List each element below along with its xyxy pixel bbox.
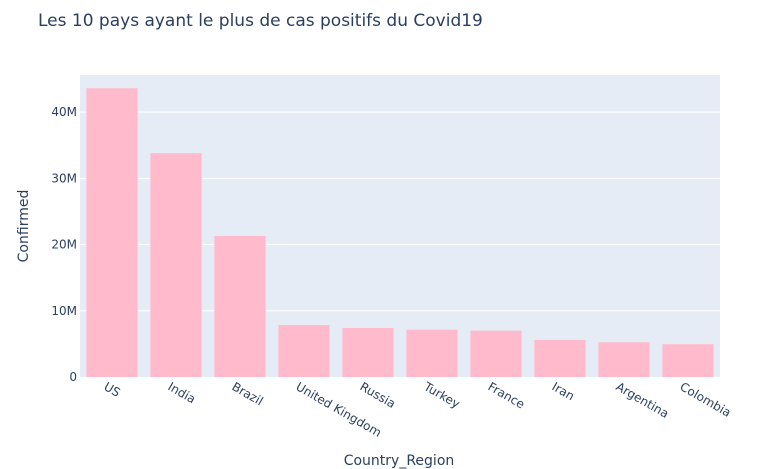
- bar-iran[interactable]: [534, 339, 586, 377]
- y-tick-label: 30M: [51, 171, 77, 185]
- bar-russia[interactable]: [342, 327, 394, 377]
- chart-title: Les 10 pays ayant le plus de cas positif…: [38, 11, 483, 31]
- bar-india[interactable]: [150, 153, 202, 377]
- y-tick-label: 40M: [51, 105, 77, 119]
- bar-turkey[interactable]: [406, 329, 458, 377]
- x-tick-label: Russia: [358, 379, 398, 410]
- bar-france[interactable]: [470, 330, 522, 377]
- y-axis-ticks: 0 10M 20M 30M 40M: [51, 105, 77, 384]
- bar-us[interactable]: [86, 88, 138, 378]
- bar-colombia[interactable]: [662, 344, 714, 377]
- x-axis-title: Country_Region: [344, 453, 455, 469]
- x-tick-label: Iran: [550, 379, 577, 403]
- x-tick-label: India: [166, 379, 199, 406]
- bar-argentina[interactable]: [598, 342, 650, 377]
- x-tick-label: Turkey: [421, 379, 463, 411]
- x-tick-label: US: [102, 379, 123, 399]
- x-tick-label: Brazil: [230, 379, 266, 408]
- y-tick-label: 20M: [51, 238, 77, 252]
- x-tick-label: Argentina: [614, 379, 672, 420]
- bar-brazil[interactable]: [214, 235, 266, 377]
- y-tick-label: 0: [69, 370, 77, 384]
- x-tick-label: France: [486, 379, 528, 411]
- x-tick-label: Colombia: [678, 379, 734, 419]
- y-axis-title: Confirmed: [16, 190, 32, 263]
- y-tick-label: 10M: [51, 304, 77, 318]
- bar-united-kingdom[interactable]: [278, 325, 330, 377]
- bars: [86, 88, 714, 378]
